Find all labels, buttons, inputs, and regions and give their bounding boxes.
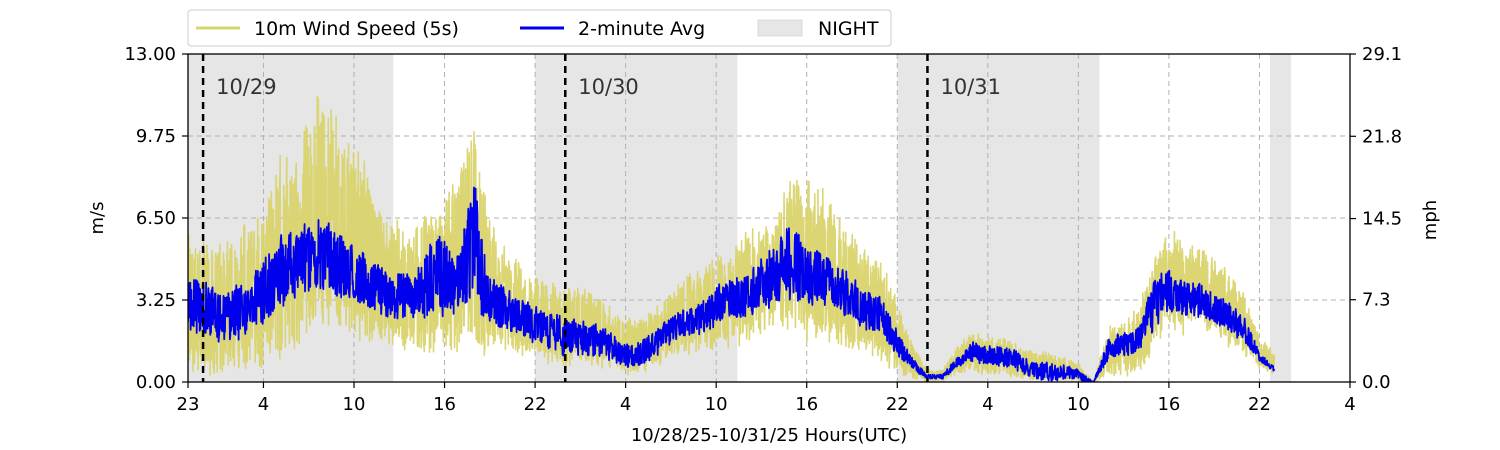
y-tick-label-right-2: 14.5 [1362, 209, 1402, 230]
legend: 10m Wind Speed (5s) 2-minute Avg NIGHT [187, 9, 892, 47]
x-tick-label-7: 16 [795, 394, 818, 415]
x-tick-label-12: 22 [1248, 394, 1271, 415]
x-tick-label-8: 22 [886, 394, 909, 415]
y-tick-label-right-1: 7.3 [1362, 290, 1391, 311]
legend-label-wind-speed: 10m Wind Speed (5s) [254, 18, 459, 40]
x-tick-label-10: 10 [1067, 394, 1090, 415]
x-tick-label-11: 16 [1157, 394, 1180, 415]
day-marker-label-2: 10/31 [940, 75, 1001, 99]
legend-label-2min-avg: 2-minute Avg [578, 18, 705, 40]
y-tick-label-left-4: 13.00 [124, 44, 176, 65]
x-tick-label-6: 10 [705, 394, 728, 415]
x-tick-label-0: 23 [177, 394, 200, 415]
x-tick-label-4: 22 [524, 394, 547, 415]
y-tick-label-left-0: 0.00 [136, 372, 176, 393]
axis-layer: 23 4 10 16 22 4 10 16 22 4 10 16 22 4 0.00 3.25 6.50 9.75… [124, 44, 1402, 415]
legend-label-night: NIGHT [818, 18, 879, 40]
day-marker-label-0: 10/29 [216, 75, 277, 99]
x-tick-label-3: 16 [433, 394, 456, 415]
day-marker-label-1: 10/30 [578, 75, 639, 99]
day-marker-layer: 10/29 10/30 10/31 [201, 54, 1001, 382]
y-tick-label-left-2: 6.50 [136, 208, 176, 229]
y-tick-label-left-3: 9.75 [136, 126, 176, 147]
y-axis-title-left: m/s [87, 202, 108, 235]
y-axis-title-right: mph [1420, 200, 1441, 240]
x-axis-title: 10/28/25-10/31/25 Hours(UTC) [631, 425, 907, 446]
legend-swatch-night [757, 19, 803, 37]
x-tick-label-9: 4 [982, 394, 993, 415]
y-tick-label-left-1: 3.25 [136, 290, 176, 311]
x-tick-label-13: 4 [1344, 394, 1355, 415]
y-tick-label-right-0: 0.0 [1362, 372, 1391, 393]
x-tick-label-2: 10 [343, 394, 366, 415]
y-tick-label-right-4: 29.1 [1362, 44, 1402, 65]
y-tick-label-right-3: 21.8 [1362, 126, 1402, 147]
x-tick-label-1: 4 [258, 394, 269, 415]
x-tick-label-5: 4 [620, 394, 631, 415]
